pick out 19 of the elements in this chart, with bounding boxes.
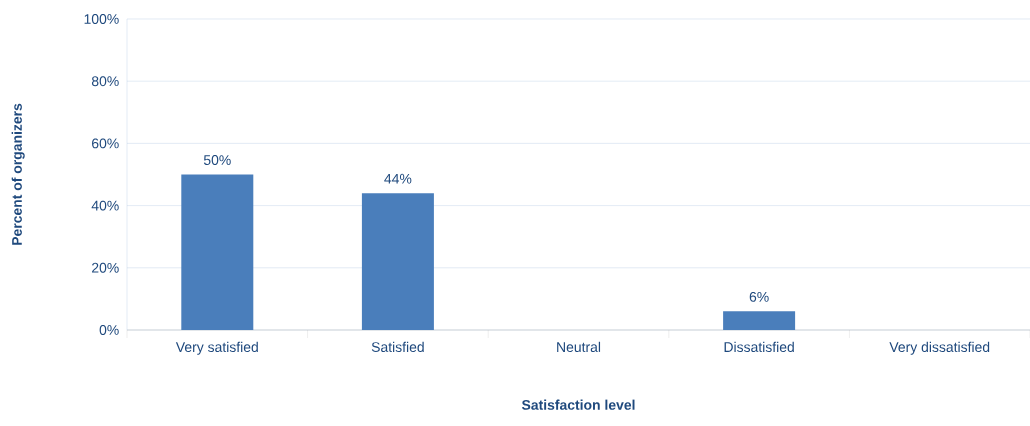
bar [181, 174, 254, 330]
y-tick-label: 80% [91, 76, 119, 87]
bar [723, 311, 796, 330]
data-label: 50% [203, 155, 231, 165]
x-tick-label: Neutral [557, 341, 601, 353]
data-label: 44% [384, 173, 412, 184]
x-tick-label: Very dissatisfied [889, 341, 990, 355]
x-tick-label: Satisfied [371, 341, 424, 353]
y-tick-label: 100% [84, 14, 119, 24]
x-axis-title: Satisfaction level [521, 399, 635, 410]
y-tick-label: 0% [99, 325, 119, 335]
y-tick-label: 20% [92, 262, 119, 273]
x-tick-label: Very satisfied [175, 341, 258, 355]
data-label: 6% [749, 291, 769, 302]
bar [361, 193, 434, 330]
y-tick-label: 40% [91, 200, 119, 211]
y-tick-label: 60% [92, 138, 119, 149]
x-tick-label: Dissatisfied [724, 341, 794, 353]
y-axis-title: Percent of organizers [11, 103, 25, 245]
